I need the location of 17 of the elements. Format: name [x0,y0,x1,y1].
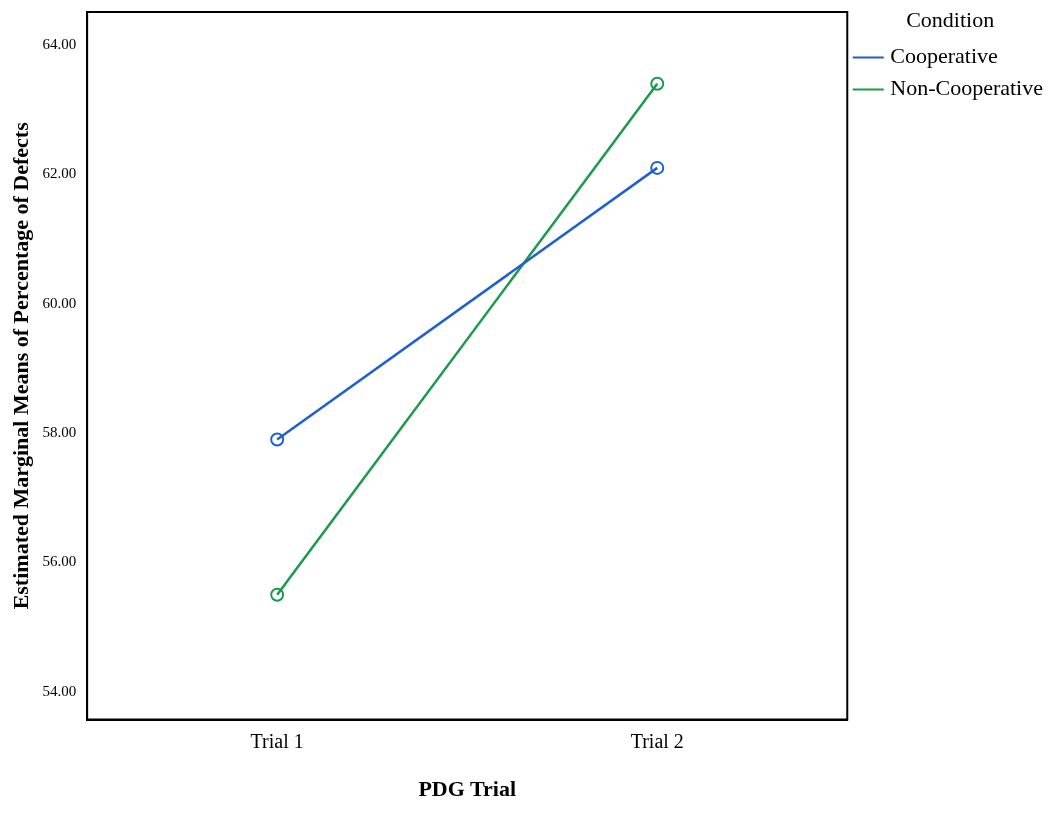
x-tick-label: Trial 1 [250,729,304,752]
y-tick-label: 64.00 [42,35,77,52]
y-tick-label: 62.00 [42,165,77,182]
x-axis-title: PDG Trial [418,776,516,802]
y-tick-label: 56.00 [42,553,77,570]
point [270,432,285,447]
point [270,587,285,602]
y-axis-title: Estimated Marginal Means of Percentage of Defects [7,121,33,610]
y-tick-label: 60.00 [42,294,77,311]
x-tick-label: Trial 2 [630,729,684,752]
y-tick-label: 54.00 [42,682,77,699]
legend-label: Cooperative [890,43,998,69]
point [650,160,665,175]
legend-label: Non-Cooperative [890,75,1043,101]
y-tick-label: 58.00 [42,424,77,440]
point [650,76,665,91]
legend-title: Condition [906,6,995,32]
